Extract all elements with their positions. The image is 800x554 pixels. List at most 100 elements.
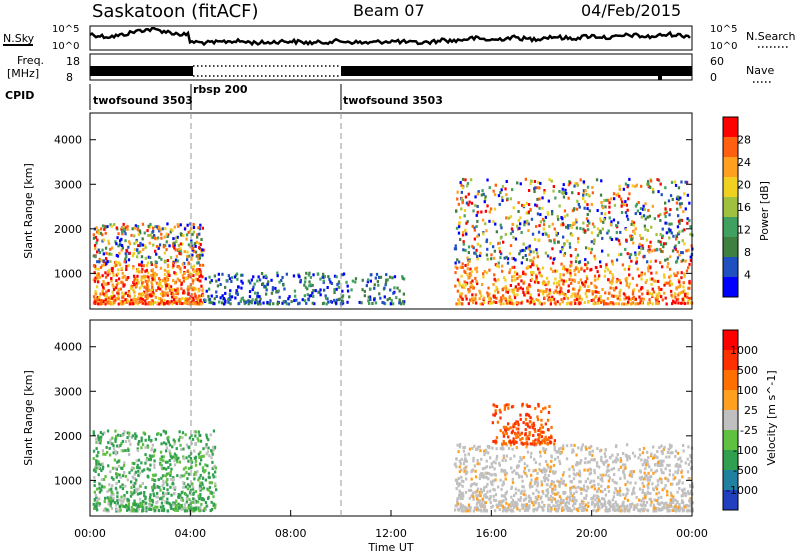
scatter-cell [463,286,466,289]
station-title: Saskatoon (fitACF) [92,1,259,22]
scatter-cell [673,180,677,184]
scatter-cell [457,298,460,302]
scatter-cell [671,198,674,201]
scatter-cell [625,214,629,218]
scatter-cell [552,189,555,193]
scatter-cell [666,463,669,467]
scatter-cell [575,499,578,503]
scatter-cell [689,508,692,512]
scatter-cell [138,263,141,267]
scatter-cell [152,229,155,233]
scatter-cell [524,497,527,501]
scatter-cell [501,287,504,291]
scatter-cell [190,507,194,511]
scatter-cell [502,499,505,503]
scatter-cell [468,258,471,262]
scatter-cell [379,296,382,300]
scatter-cell [199,434,202,437]
scatter-cell [595,461,599,465]
scatter-cell [467,488,471,492]
scatter-cell [201,248,204,252]
scatter-cell [600,455,603,459]
scatter-cell [117,479,121,483]
scatter-cell [506,261,510,265]
scatter-cell [503,495,507,499]
scatter-cell [608,302,611,306]
scatter-cell [187,243,191,247]
scatter-cell [657,190,660,194]
scatter-cell [115,263,118,267]
scatter-cell [505,287,508,291]
scatter-cell [586,485,589,489]
scatter-cell [541,500,544,504]
scatter-cell [635,256,638,260]
scatter-cell [569,271,572,275]
scatter-cell [512,206,515,210]
scatter-cell [483,449,486,453]
scatter-cell [530,179,533,183]
scatter-cell [618,290,621,294]
scatter-cell [266,300,269,304]
scatter-cell [189,302,192,306]
scatter-cell [601,288,604,291]
scatter-cell [348,295,351,299]
scatter-cell [236,277,239,281]
scatter-cell [485,271,489,275]
scatter-cell [108,252,111,256]
scatter-cell [138,471,142,475]
scatter-cell [669,491,673,495]
scatter-cell [171,266,174,269]
scatter-cell [632,221,636,225]
scatter-cell [137,505,140,508]
scatter-cell [553,445,556,449]
scatter-cell [186,483,190,487]
scatter-cell [661,265,664,269]
scatter-cell [196,278,199,282]
scatter-cell [574,218,578,222]
scatter-cell [269,299,272,303]
scatter-cell [287,302,291,306]
scatter-cell [162,479,165,483]
scatter-cell [498,508,501,511]
scatter-cell [159,497,162,501]
scatter-cell [669,194,673,198]
scatter-cell [109,260,112,263]
scatter-cell [171,445,174,449]
scatter-cell [108,268,111,272]
scatter-cell [457,508,460,512]
scatter-cell [646,260,649,264]
scatter-cell [128,300,131,304]
scatter-cell [151,285,154,289]
scatter-cell [111,499,115,503]
scatter-cell [638,251,641,254]
scatter-cell [530,273,533,277]
scatter-cell [170,467,173,471]
scatter-cell [489,297,492,301]
scatter-cell [537,181,540,184]
scatter-cell [550,506,553,509]
scatter-cell [501,196,504,200]
scatter-cell [166,291,169,295]
scatter-cell [460,457,463,461]
scatter-cell [230,295,234,299]
scatter-cell [499,503,502,507]
scatter-cell [126,431,129,435]
scatter-cell [114,439,117,443]
scatter-cell [587,300,590,304]
scatter-cell [210,294,213,298]
scatter-cell [200,509,203,512]
scatter-cell [181,436,184,440]
scatter-cell [138,244,142,248]
scatter-cell [657,464,660,468]
scatter-cell [460,493,463,497]
scatter-cell [539,454,542,458]
scatter-cell [577,289,581,293]
scatter-cell [205,504,208,508]
scatter-cell [402,302,405,306]
scatter-cell [588,472,591,476]
scatter-cell [136,449,140,452]
scatter-cell [514,278,517,282]
scatter-cell [308,284,311,288]
scatter-cell [568,498,572,502]
scatter-cell [106,490,109,493]
